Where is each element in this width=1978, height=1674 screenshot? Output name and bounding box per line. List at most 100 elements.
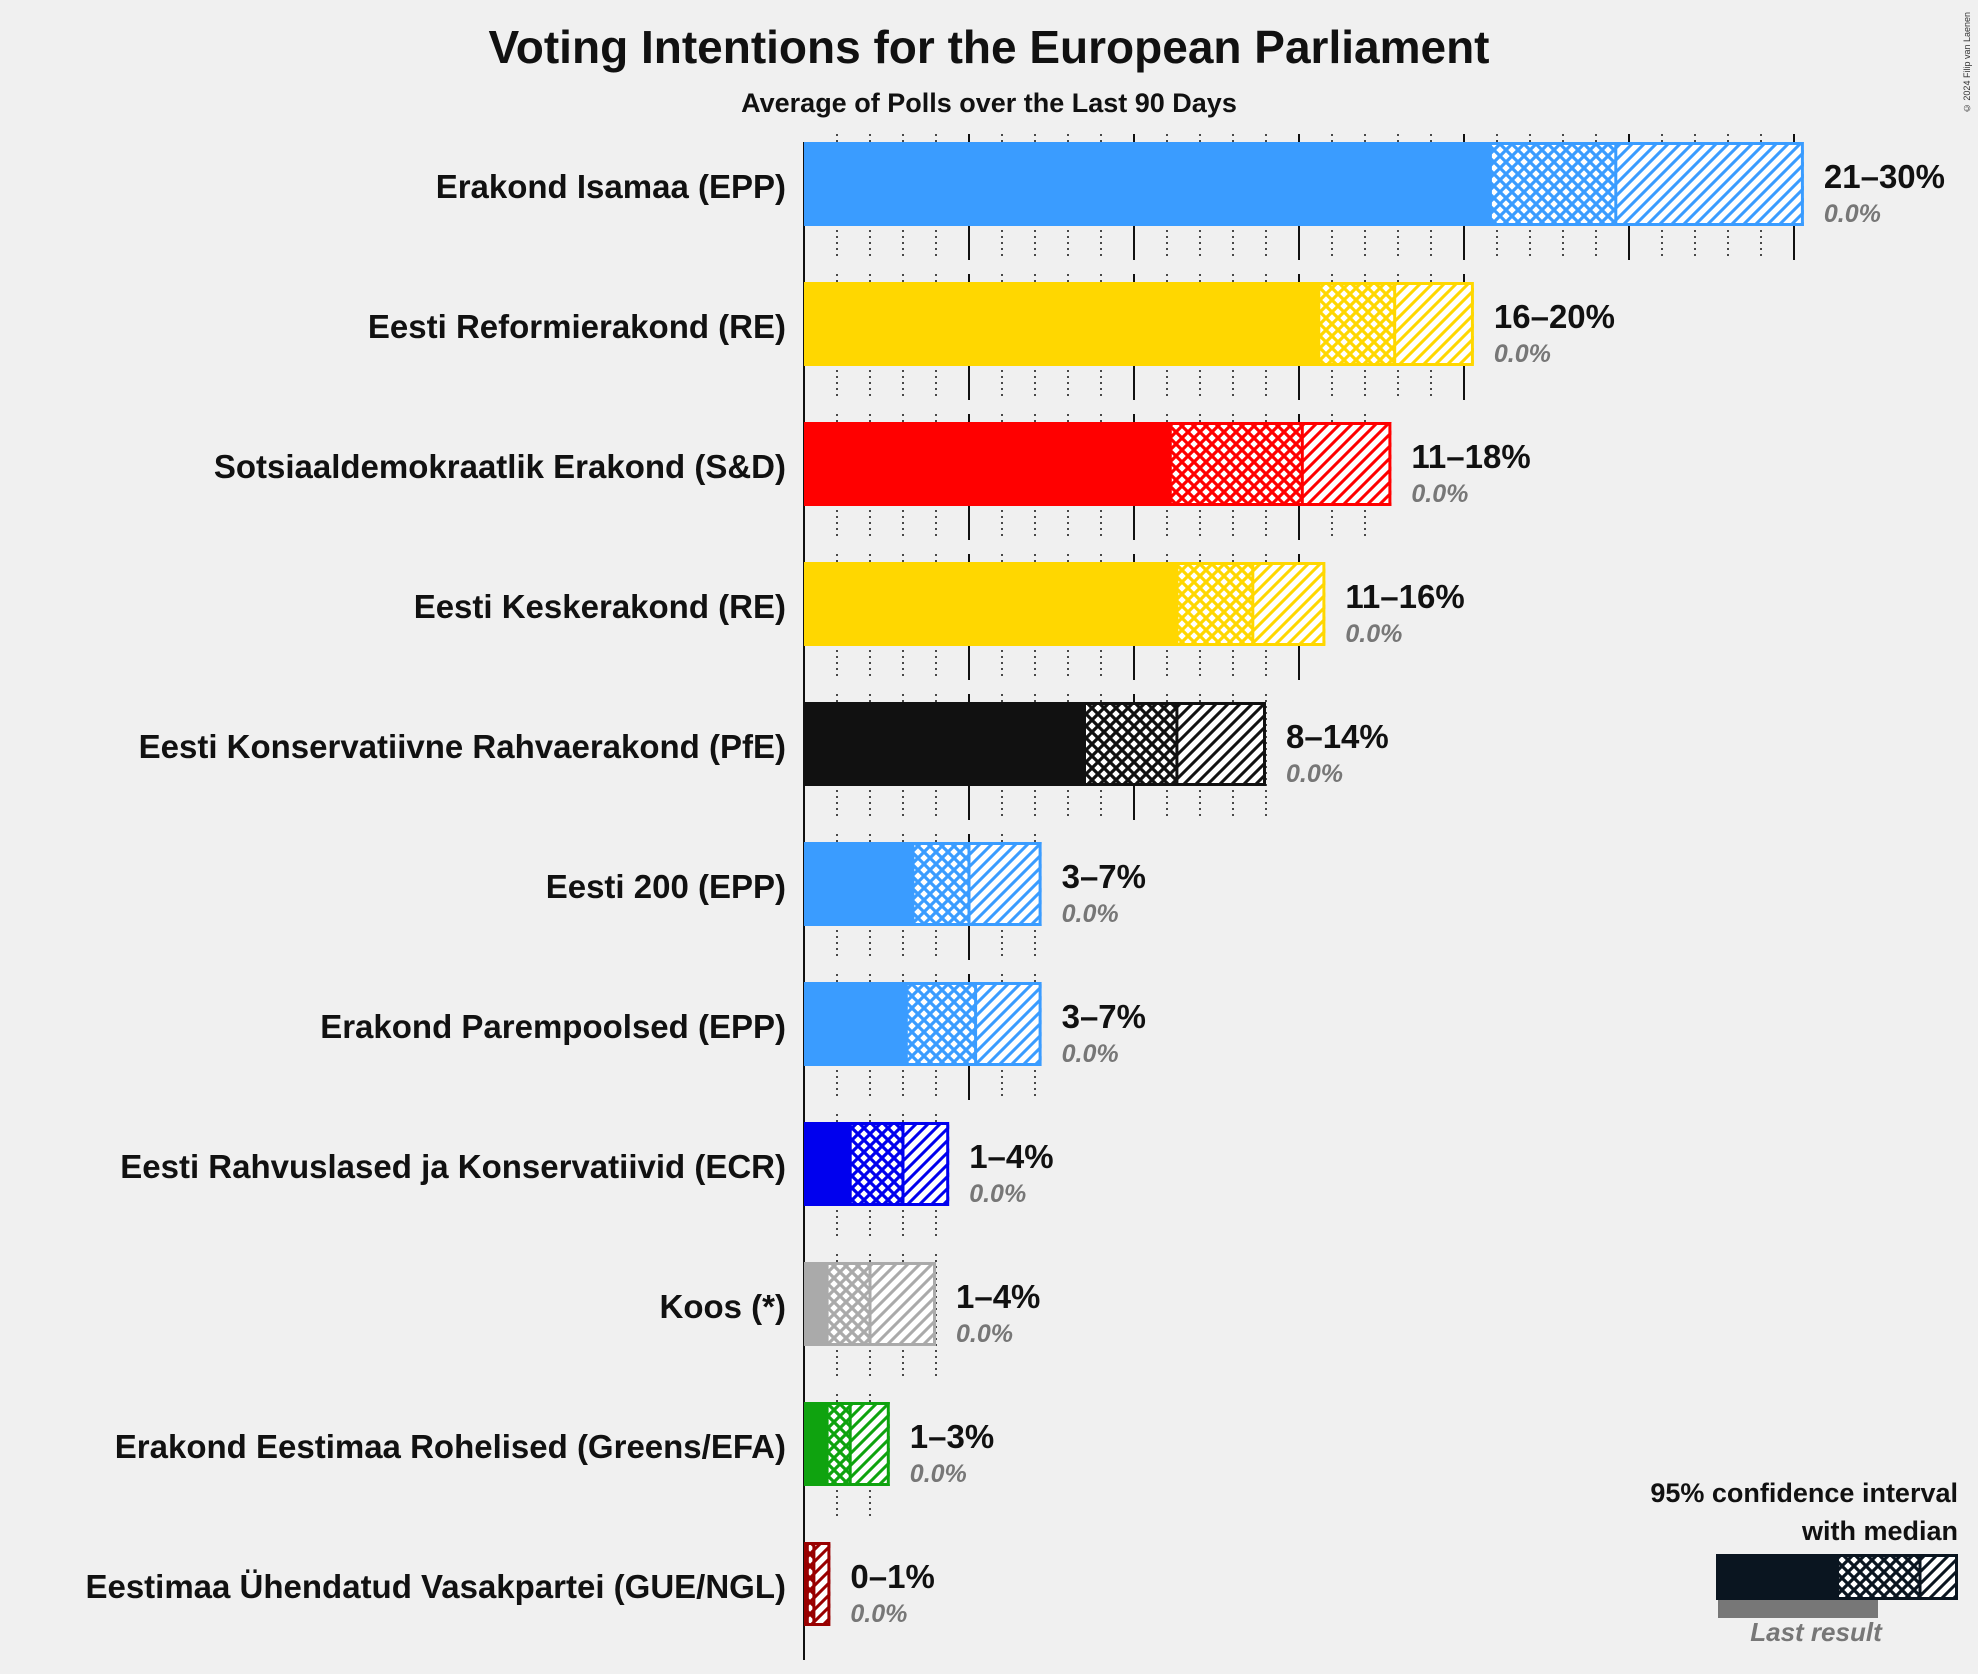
- party-bar-5: [804, 842, 1042, 926]
- bar-ci-lower-segment: [906, 982, 976, 1066]
- range-label: 8–14%: [1286, 718, 1389, 755]
- party-label: Eesti Reformierakond (RE): [368, 308, 786, 345]
- last-result-label: 0.0%: [1345, 620, 1402, 648]
- bar-ci-lower-segment: [827, 1402, 851, 1486]
- bar-ci-upper-segment: [903, 1122, 950, 1206]
- last-result-label: 0.0%: [1062, 900, 1119, 928]
- party-bar-8: [804, 1262, 936, 1346]
- bar-ci-upper-segment: [1615, 142, 1804, 226]
- last-result-label: 0.0%: [969, 1180, 1026, 1208]
- range-label: 1–3%: [910, 1418, 994, 1455]
- legend-ci-outline: [1836, 1554, 1958, 1600]
- last-result-label: 0.0%: [1824, 200, 1881, 228]
- party-label: Erakond Isamaa (EPP): [436, 168, 786, 205]
- party-label: Eestimaa Ühendatud Vasakpartei (GUE/NGL): [85, 1568, 786, 1605]
- party-label: Eesti Konservatiivne Rahvaerakond (PfE): [139, 728, 786, 765]
- bar-ci-upper-segment: [1302, 422, 1392, 506]
- last-result-label: 0.0%: [910, 1460, 967, 1488]
- last-result-label: 0.0%: [1494, 340, 1551, 368]
- party-bar-7: [804, 1122, 950, 1206]
- range-label: 3–7%: [1062, 858, 1146, 895]
- bar-ci-outline: [848, 1122, 950, 1206]
- bar-ci-lower-segment: [1176, 562, 1253, 646]
- range-label: 11–18%: [1411, 438, 1530, 475]
- party-bar-9: [804, 1402, 890, 1486]
- bar-solid-segment: [804, 1122, 851, 1206]
- bar-solid-segment: [804, 702, 1085, 786]
- party-bar-10: [804, 1542, 831, 1626]
- party-bar-2: [804, 422, 1392, 506]
- bar-ci-lower-segment: [1490, 142, 1616, 226]
- last-result-label: 0.0%: [956, 1320, 1013, 1348]
- legend-solid: [1716, 1554, 1836, 1600]
- legend-title: 95% confidence interval with median: [1558, 1474, 1958, 1550]
- last-result-label: 0.0%: [850, 1600, 907, 1628]
- range-label: 1–4%: [956, 1278, 1040, 1315]
- bar-ci-lower-segment: [1170, 422, 1303, 506]
- bar-solid-segment: [804, 1542, 808, 1626]
- range-label: 1–4%: [969, 1138, 1053, 1175]
- last-result-label: 0.0%: [1062, 1040, 1119, 1068]
- bar-ci-upper-segment: [1252, 562, 1326, 646]
- party-label: Eesti Keskerakond (RE): [414, 588, 786, 625]
- bar-solid-segment: [804, 282, 1319, 366]
- party-label: Eesti Rahvuslased ja Konservatiivid (ECR…: [120, 1148, 786, 1185]
- last-result-label: 0.0%: [1286, 760, 1343, 788]
- party-bar-6: [804, 982, 1042, 1066]
- party-bar-3: [804, 562, 1326, 646]
- bar-ci-outline: [1168, 422, 1392, 506]
- bar-ci-upper-segment: [1394, 282, 1474, 366]
- range-label: 0–1%: [850, 1558, 934, 1595]
- party-bar-0: [804, 142, 1804, 226]
- bar-ci-outline: [1488, 142, 1804, 226]
- bar-ci-outline: [1083, 702, 1266, 786]
- legend-last-result-label: Last result: [1750, 1617, 1882, 1647]
- bar-ci-lower-segment: [1318, 282, 1395, 366]
- party-label: Eesti 200 (EPP): [546, 868, 786, 905]
- legend-ci-upper: [1920, 1554, 1958, 1600]
- bar-ci-lower-segment: [827, 1262, 870, 1346]
- bar-ci-upper-segment: [870, 1262, 936, 1346]
- bar-ci-upper-segment: [1176, 702, 1266, 786]
- bar-solid-segment: [804, 1402, 828, 1486]
- range-label: 21–30%: [1824, 158, 1945, 195]
- legend-ci-lower: [1836, 1554, 1920, 1600]
- bar-ci-upper-segment: [969, 842, 1042, 926]
- bar-ci-outline: [825, 1262, 936, 1346]
- bar-ci-upper-segment: [850, 1402, 890, 1486]
- bar-ci-lower-segment: [850, 1122, 903, 1206]
- party-label: Erakond Eestimaa Rohelised (Greens/EFA): [115, 1428, 786, 1465]
- party-bar-4: [804, 702, 1266, 786]
- range-label: 16–20%: [1494, 298, 1615, 335]
- range-label: 3–7%: [1062, 998, 1146, 1035]
- bar-ci-upper-segment: [975, 982, 1042, 1066]
- bar-ci-lower-segment: [912, 842, 969, 926]
- bar-solid-segment: [804, 142, 1491, 226]
- bars: [804, 142, 1804, 1626]
- legend-title-line1: 95% confidence interval: [1650, 1478, 1958, 1508]
- legend-title-line2: with median: [1801, 1516, 1958, 1546]
- chart-title: Voting Intentions for the European Parli…: [488, 21, 1490, 73]
- bar-ci-lower-segment: [807, 1542, 814, 1626]
- bar-ci-outline: [805, 1542, 831, 1626]
- labels: Erakond Isamaa (EPP) 21–30% 0.0% Eesti Refo…: [85, 158, 1945, 1628]
- bar-ci-outline: [904, 982, 1042, 1066]
- bar-ci-outline: [911, 842, 1042, 926]
- party-label: Erakond Parempoolsed (EPP): [320, 1008, 786, 1045]
- range-label: 11–16%: [1345, 578, 1464, 615]
- legend-graphic: [1716, 1554, 1958, 1618]
- bar-solid-segment: [804, 422, 1171, 506]
- bar-solid-segment: [804, 982, 907, 1066]
- bar-ci-lower-segment: [1084, 702, 1177, 786]
- party-label: Koos (*): [660, 1288, 787, 1325]
- chart-subtitle: Average of Polls over the Last 90 Days: [741, 88, 1237, 118]
- bar-solid-segment: [804, 562, 1177, 646]
- bar-ci-outline: [1175, 562, 1326, 646]
- bar-ci-outline: [825, 1402, 890, 1486]
- party-bar-1: [804, 282, 1474, 366]
- party-label: Sotsiaaldemokraatlik Erakond (S&D): [214, 448, 786, 485]
- bar-solid-segment: [804, 842, 913, 926]
- legend-last-result-bar: [1718, 1600, 1878, 1618]
